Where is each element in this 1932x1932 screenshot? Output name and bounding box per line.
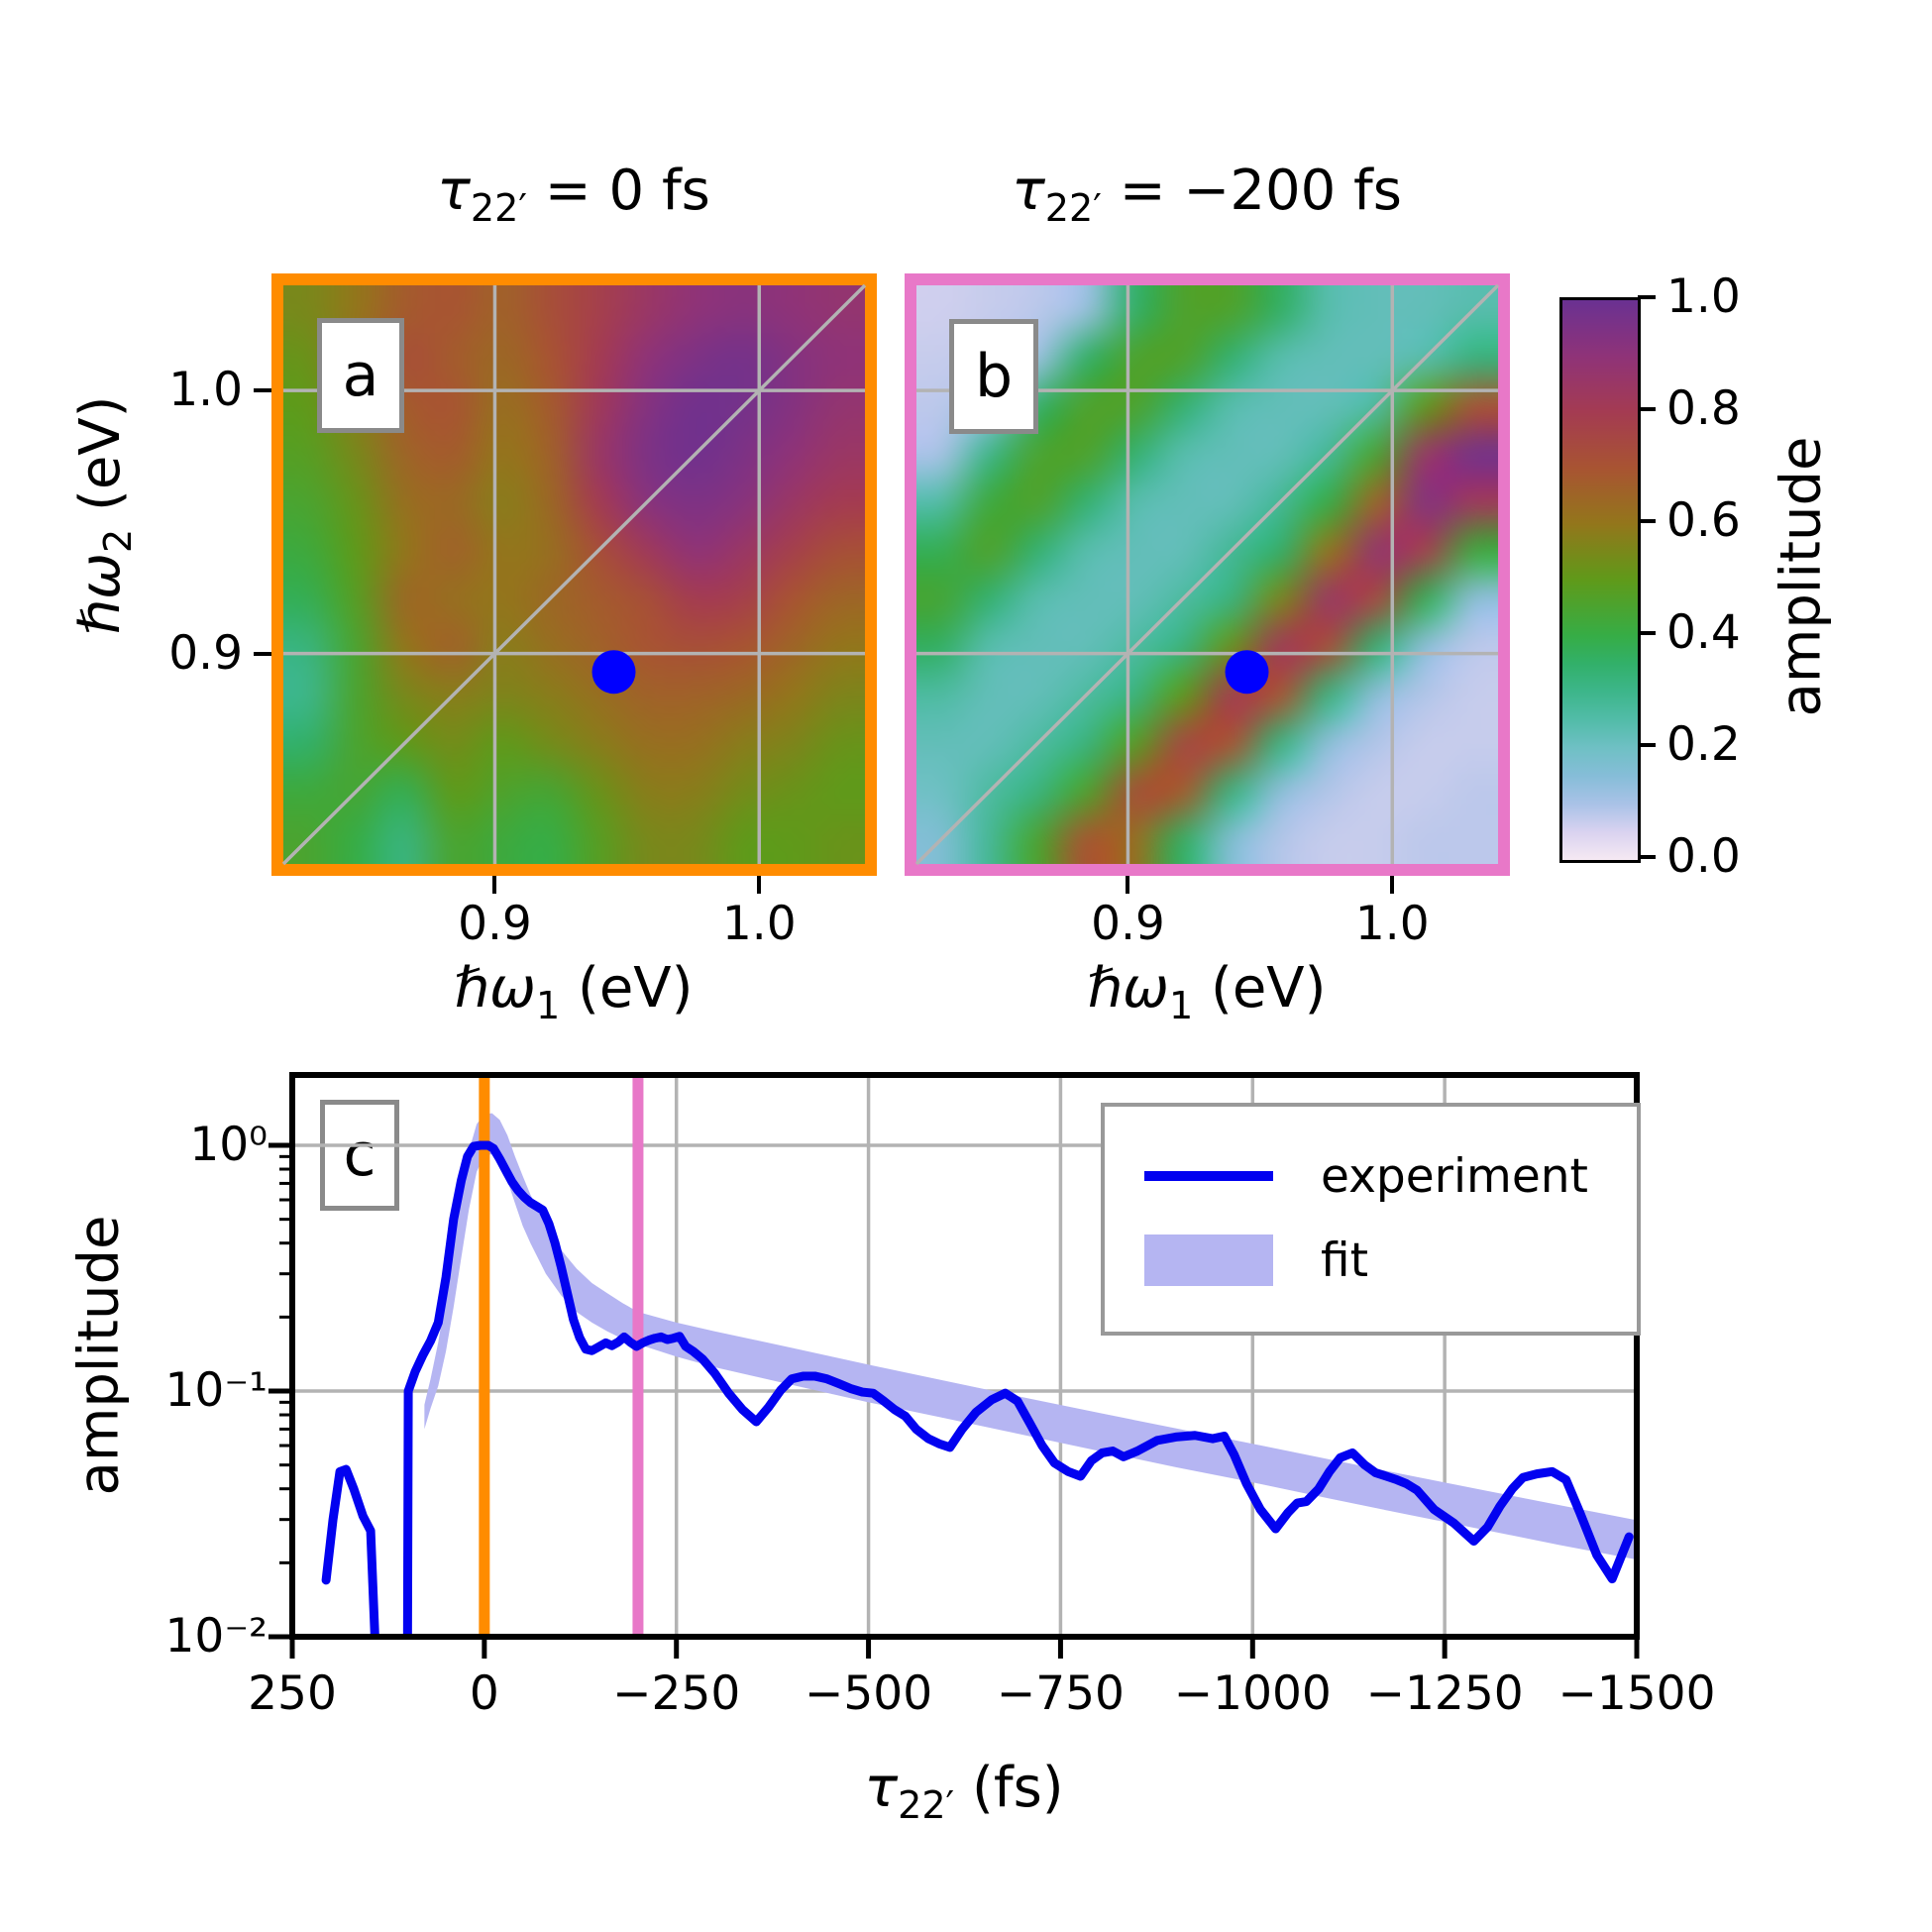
legend-label-fit: fit — [1321, 1233, 1369, 1288]
panel-a-letter: a — [342, 341, 379, 410]
experiment-line — [402, 1140, 1634, 1637]
x-tick-label: 0.9 — [1091, 897, 1165, 951]
colorbar-tick-label: 0.8 — [1666, 381, 1741, 436]
c-x-tick-label: −500 — [805, 1666, 933, 1721]
x-tick-mark — [757, 876, 762, 894]
y-tick-mark — [254, 388, 271, 393]
colorbar — [1559, 297, 1641, 863]
colorbar-tick-mark — [1638, 743, 1656, 747]
colorbar-tick-mark — [1638, 855, 1656, 859]
panel-c-xlabel: τ22′ (fs) — [864, 1756, 1064, 1828]
colorbar-tick-mark — [1638, 407, 1656, 411]
panel-c-ylabel: amplitude — [66, 1215, 132, 1496]
legend-item-experiment: experiment — [1105, 1146, 1637, 1206]
c-x-tick-label: −1500 — [1557, 1666, 1716, 1721]
y-tick-label: 1.0 — [168, 363, 243, 418]
panel-b-letter: b — [974, 342, 1014, 411]
colorbar-tick-label: 0.2 — [1666, 717, 1741, 772]
colorbar-tick-label: 0.4 — [1666, 605, 1741, 660]
c-x-tick-label: 0 — [469, 1666, 499, 1721]
colorbar-tick-label: 0.0 — [1666, 829, 1741, 884]
c-x-tick-label: −250 — [612, 1666, 741, 1721]
x-tick-mark — [1390, 876, 1395, 894]
panel-a-xlabel: ℏω1 (eV) — [454, 956, 694, 1028]
panel-c-letter: c — [343, 1121, 376, 1190]
panel-a-title: τ22′ = 0 fs — [437, 159, 710, 231]
colorbar-tick-mark — [1638, 519, 1656, 523]
panel-a-letter-box: a — [317, 318, 404, 433]
c-x-tick-label: 250 — [248, 1666, 337, 1721]
colorbar-tick-mark — [1638, 295, 1656, 299]
c-x-tick-label: −1250 — [1365, 1666, 1524, 1721]
colorbar-tick-label: 1.0 — [1666, 269, 1741, 324]
c-x-tick-label: −1000 — [1173, 1666, 1332, 1721]
heatmap-b-overlay — [914, 283, 1500, 866]
x-tick-mark — [1126, 876, 1130, 894]
panel-b-letter-box: b — [949, 319, 1038, 434]
marker-dot — [1225, 650, 1269, 695]
y-tick-label: 0.9 — [168, 625, 243, 681]
experiment-line-swatch — [1144, 1171, 1273, 1181]
panel-b-title: τ22′ = −200 fs — [1012, 159, 1402, 231]
marker-dot — [591, 650, 636, 695]
c-x-tick-label: −750 — [996, 1666, 1125, 1721]
legend: experiment fit — [1101, 1103, 1641, 1336]
panel-c-letter-box: c — [320, 1100, 399, 1211]
x-tick-label: 1.0 — [721, 897, 797, 951]
x-tick-label: 0.9 — [458, 897, 532, 951]
colorbar-tick-label: 0.6 — [1666, 493, 1741, 548]
panel-b-xlabel: ℏω1 (eV) — [1087, 956, 1327, 1028]
c-y-tick-label: 10⁰ — [189, 1118, 268, 1172]
x-tick-mark — [492, 876, 497, 894]
c-y-tick-label: 10⁻¹ — [164, 1363, 268, 1418]
legend-item-fit: fit — [1105, 1231, 1637, 1290]
fit-band-swatch — [1144, 1234, 1273, 1286]
x-tick-label: 1.0 — [1354, 897, 1430, 951]
c-y-tick-label: 10⁻² — [164, 1609, 268, 1664]
y-tick-mark — [254, 651, 271, 656]
experiment-line — [321, 1464, 379, 1637]
legend-label-experiment: experiment — [1321, 1148, 1588, 1204]
colorbar-tick-mark — [1638, 631, 1656, 635]
